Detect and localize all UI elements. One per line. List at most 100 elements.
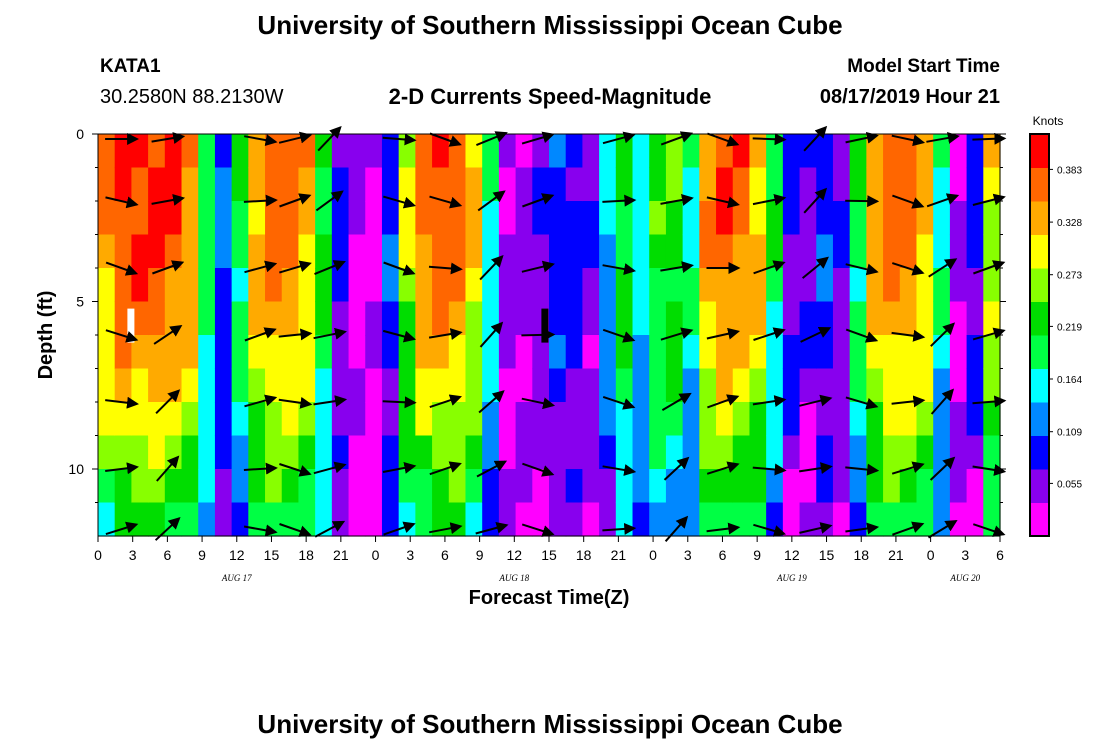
- heatmap-cell: [164, 268, 183, 303]
- heatmap-cell: [398, 469, 416, 504]
- x-tick-label: 12: [229, 547, 245, 563]
- heatmap-cell: [716, 201, 734, 236]
- heatmap-cell: [899, 167, 918, 202]
- heatmap-cell: [281, 167, 300, 202]
- heatmap-cell: [565, 435, 583, 470]
- heatmap-cell: [749, 435, 767, 470]
- heatmap-cell: [532, 469, 550, 504]
- current-arrow: [383, 195, 417, 209]
- heatmap-cell: [381, 134, 400, 169]
- heatmap-cell: [281, 301, 300, 336]
- x-tick-label: 18: [853, 547, 869, 563]
- heatmap-cell: [749, 502, 767, 537]
- heatmap-cell: [732, 469, 751, 504]
- current-arrow: [383, 261, 416, 276]
- heatmap-cell: [498, 402, 517, 437]
- current-arrow: [892, 194, 925, 209]
- heatmap-cell: [348, 134, 366, 169]
- heatmap-cell: [549, 502, 567, 537]
- heatmap-cell: [632, 469, 650, 504]
- heatmap-cell: [181, 402, 199, 437]
- heatmap-cell: [632, 402, 650, 437]
- current-arrow: [929, 456, 956, 481]
- heatmap-cell: [549, 368, 567, 403]
- page-title: University of Southern Mississippi Ocean…: [257, 10, 843, 40]
- current-arrow: [706, 327, 741, 340]
- heatmap-cell: [966, 502, 984, 537]
- current-arrow: [602, 328, 636, 343]
- x-tick-label: 15: [819, 547, 835, 563]
- heatmap-cell: [582, 368, 600, 403]
- heatmap-cell: [749, 368, 767, 403]
- x-tick-label: 21: [888, 547, 904, 563]
- current-arrow: [752, 193, 787, 206]
- heatmap-cell: [298, 301, 316, 336]
- heatmap-cell: [448, 268, 467, 303]
- heatmap-cell: [782, 402, 801, 437]
- heatmap-cell: [298, 368, 316, 403]
- heatmap-cell: [515, 167, 533, 202]
- heatmap-cell: [381, 335, 400, 370]
- heatmap-cell: [866, 335, 884, 370]
- heatmap-cell: [315, 335, 333, 370]
- heatmap-cell: [549, 435, 567, 470]
- heatmap-cell: [782, 234, 801, 269]
- current-arrow: [927, 519, 958, 539]
- current-arrow: [315, 190, 344, 212]
- colorbar: 0.055 0.109 0.164 0.219 0.273 0.328 0.383: [1029, 133, 1082, 537]
- heatmap-cell: [682, 167, 700, 202]
- heatmap-cell: [632, 301, 650, 336]
- colorbar-segment: [1030, 134, 1049, 168]
- heatmap-cell: [632, 502, 650, 537]
- heatmap-cell: [649, 502, 667, 537]
- heatmap-cell: [966, 402, 984, 437]
- heatmap-cell: [816, 502, 834, 537]
- heatmap-cell: [766, 469, 784, 504]
- heatmap-cell: [498, 234, 517, 269]
- heatmap-cell: [665, 368, 684, 403]
- heatmap-cell: [281, 435, 300, 470]
- current-arrow: [278, 396, 313, 409]
- heatmap-cell: [515, 402, 533, 437]
- heatmap-cell: [398, 402, 416, 437]
- heatmap-cell: [916, 167, 934, 202]
- heatmap-cell: [883, 435, 901, 470]
- heatmap-cell: [131, 402, 149, 437]
- heatmap-cell: [498, 335, 517, 370]
- current-arrow: [429, 522, 463, 535]
- x-axis-title: Forecast Time(Z): [469, 587, 630, 609]
- current-arrow: [153, 324, 183, 345]
- heatmap-cell: [148, 502, 166, 537]
- y-tick-label: 0: [76, 126, 84, 142]
- current-arrow: [660, 194, 694, 206]
- heatmap-cell: [649, 234, 667, 269]
- heatmap-cell: [816, 402, 834, 437]
- heatmap-cell: [565, 234, 583, 269]
- x-tick-label: 6: [996, 547, 1004, 563]
- heatmap-cell: [164, 502, 183, 537]
- heatmap-cell: [766, 368, 784, 403]
- colorbar-segment: [1030, 368, 1049, 403]
- heatmap-cell: [248, 301, 266, 336]
- heatmap-cell: [949, 301, 968, 336]
- heatmap-cell: [849, 368, 867, 403]
- heatmap-cell: [949, 469, 968, 504]
- heatmap-cell: [749, 469, 767, 504]
- footer-title: University of Southern Mississippi Ocean…: [257, 709, 843, 739]
- heatmap-cell: [214, 201, 233, 236]
- heatmap-cell: [98, 201, 116, 236]
- heatmap-cell: [632, 167, 650, 202]
- heatmap-cell: [198, 234, 216, 269]
- current-arrow: [428, 262, 463, 275]
- heatmap-cell: [565, 335, 583, 370]
- x-tick-label: 6: [441, 547, 449, 563]
- current-arrow: [602, 263, 637, 275]
- heatmap-cell: [782, 134, 801, 169]
- heatmap-cell: [899, 268, 918, 303]
- heatmap-cell: [131, 335, 149, 370]
- heatmap-cell: [949, 167, 968, 202]
- heatmap-cell: [348, 469, 366, 504]
- heatmap-cell: [515, 268, 533, 303]
- heatmap-cell: [315, 469, 333, 504]
- heatmap-cell: [983, 335, 1001, 370]
